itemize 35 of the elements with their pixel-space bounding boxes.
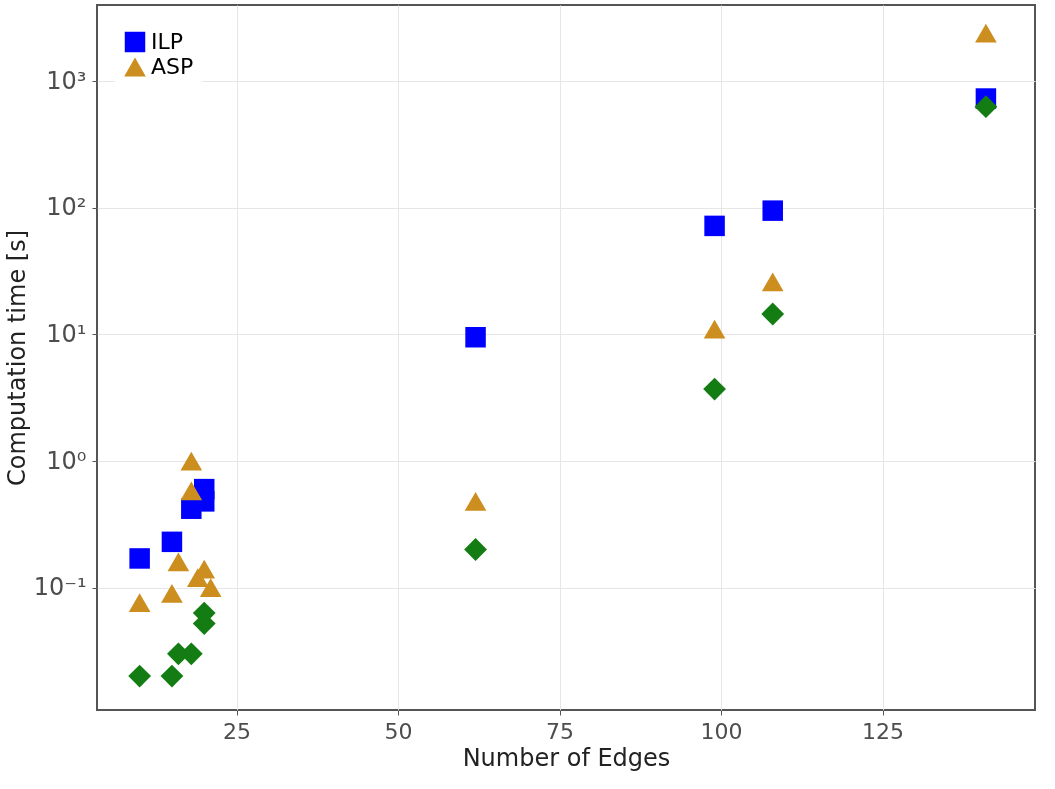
- point: [762, 200, 783, 221]
- point: [464, 492, 487, 511]
- x-tick-label: 25: [223, 718, 252, 744]
- point: [761, 272, 784, 292]
- x-tick-label: 125: [862, 718, 905, 744]
- point: [703, 377, 726, 401]
- point: [161, 584, 183, 603]
- point: [160, 664, 184, 688]
- point: [180, 451, 203, 471]
- point: [974, 95, 998, 119]
- point: [167, 552, 190, 572]
- point: [129, 548, 150, 569]
- legend-label: ASP: [151, 54, 194, 79]
- y-tick-label: 10⁻¹: [33, 573, 87, 602]
- point: [703, 319, 726, 339]
- point: [975, 23, 997, 43]
- y-axis-title: Computation time [s]: [2, 229, 31, 487]
- point: [464, 538, 487, 561]
- point: [761, 302, 785, 326]
- x-axis-title: Number of Edges: [462, 743, 671, 772]
- point: [128, 664, 152, 688]
- y-tick-label: 10³: [46, 66, 87, 95]
- point: [161, 531, 183, 553]
- y-tick-label: 10⁰: [46, 446, 87, 475]
- point: [199, 578, 222, 598]
- point: [704, 215, 725, 237]
- x-tick-label: 100: [700, 718, 743, 744]
- y-tick-label: 10²: [46, 193, 87, 222]
- point: [180, 481, 203, 501]
- legend-label: ILP: [151, 29, 184, 54]
- point: [465, 327, 486, 348]
- x-tick-label: 50: [384, 718, 413, 744]
- x-tick-label: 75: [546, 718, 575, 744]
- y-tick-label: 10¹: [46, 319, 87, 348]
- point: [128, 593, 151, 613]
